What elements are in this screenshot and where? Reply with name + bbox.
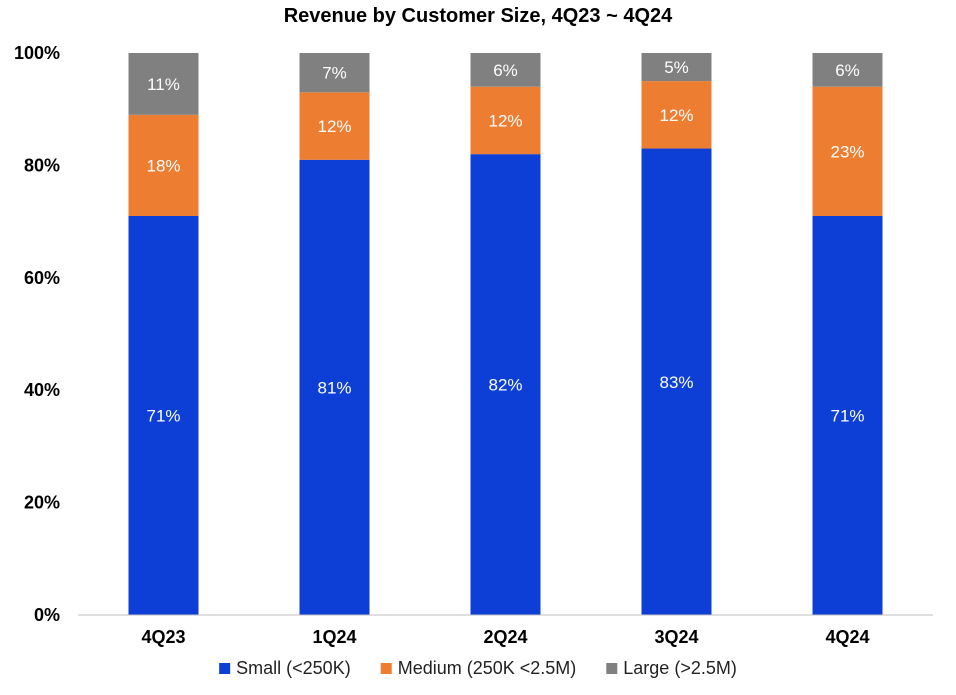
legend-swatch [380,663,392,674]
x-tick-label: 3Q24 [654,627,698,647]
y-tick-label: 0% [34,605,60,625]
data-label: 6% [835,61,860,80]
bar-segment-small [128,215,199,616]
bar-segment-large [812,53,883,87]
bar-segment-large [470,53,541,87]
legend-label: Small (<250K) [236,658,351,678]
legend-label: Large (>2.5M) [623,658,737,678]
y-tick-label: 100% [14,43,60,63]
y-tick-label: 60% [24,268,60,288]
data-label: 11% [147,75,180,94]
data-label: 7% [322,64,347,83]
y-tick-label: 80% [24,155,60,175]
x-tick-label: 2Q24 [483,627,527,647]
bar-segment-small [812,215,883,616]
bar-segment-medium [128,114,199,216]
x-axis: 4Q23 1Q24 2Q24 3Q24 4Q24 [141,627,869,647]
data-label: 71% [146,406,180,425]
data-label: 12% [317,117,351,136]
chart-title: Revenue by Customer Size, 4Q23 ~ 4Q24 [284,5,673,27]
legend-label: Medium (250K <2.5M) [398,658,577,678]
bar-segment-small [470,154,541,615]
bar-segment-small [299,159,370,615]
data-label: 18% [146,156,180,175]
legend-item: Medium (250K <2.5M) [380,658,577,678]
data-label: 12% [659,106,693,125]
data-label: 81% [317,378,351,397]
bars-group: 71% 18% 11% 81% 12% 7% 82% 12% 6% 83% 12% 5% 71% 23% 6… [128,53,883,616]
legend-item: Large (>2.5M) [606,658,737,678]
bar-segment-large [299,53,370,93]
data-label: 5% [664,58,689,77]
legend-item: Small (<250K) [219,658,351,678]
bar-segment-large [128,53,199,115]
data-label: 71% [830,406,864,425]
data-label: 12% [488,111,522,130]
x-tick-label: 1Q24 [312,627,356,647]
legend-swatch [606,663,618,674]
data-label: 6% [493,61,518,80]
y-axis: 0% 20% 40% 60% 80% 100% [14,43,60,625]
bar-segment-large [641,53,712,82]
bar-segment-small [641,148,712,616]
bar-segment-medium [299,92,370,160]
x-tick-label: 4Q23 [141,627,185,647]
y-tick-label: 40% [24,380,60,400]
data-label: 82% [488,376,522,395]
bar-segment-medium [470,86,541,155]
data-label: 23% [830,142,864,161]
y-tick-label: 20% [24,493,60,513]
data-label: 83% [659,373,693,392]
x-tick-label: 4Q24 [825,627,869,647]
legend-swatch [219,663,231,674]
legend: Small (<250K) Medium (250K <2.5M) Large (>… [219,658,737,678]
bar-segment-medium [641,81,712,149]
bar-segment-medium [812,86,883,216]
